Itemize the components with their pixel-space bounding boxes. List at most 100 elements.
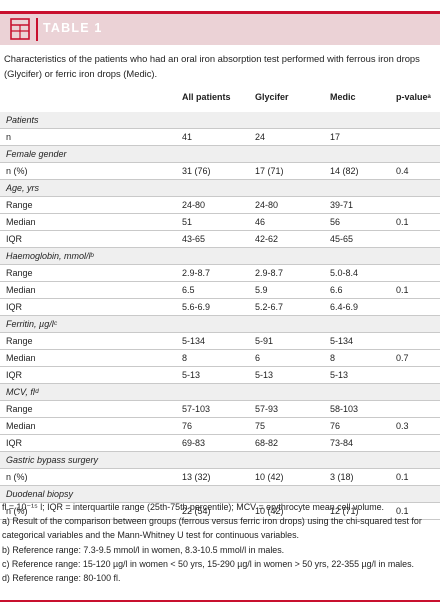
row-label: IQR (6, 234, 23, 244)
footnote-b: b) Reference range: 7.3-9.5 mmol/l in wo… (2, 544, 285, 555)
table-title: TABLE 1 (43, 21, 103, 35)
row-label: Median (6, 285, 36, 295)
row-label: Range (6, 200, 33, 210)
cell-p-value: 0.4 (396, 166, 409, 176)
cell-glycifer: 5.9 (255, 285, 268, 295)
cell-p-value: 0.1 (396, 506, 409, 516)
table-header-band: TABLE 1 (0, 14, 440, 45)
section-label: Ferritin, µg/lᶜ (6, 319, 57, 329)
column-header-all-patients: All patients (182, 92, 231, 102)
cell-all-patients: 57-103 (182, 404, 211, 414)
table-row: n (%) 31 (76) 17 (71) 14 (82) 0.4 (0, 163, 440, 180)
row-label: Range (6, 336, 33, 346)
section-label: Age, yrs (6, 183, 40, 193)
patient-characteristics-table: All patients Glycifer Medic p-valueᵃ Pat… (0, 89, 440, 520)
row-label: Median (6, 217, 36, 227)
cell-glycifer: 6 (255, 353, 261, 363)
cell-all-patients: 76 (182, 421, 193, 431)
cell-glycifer: 10 (42) (255, 506, 284, 516)
section-label: Haemoglobin, mmol/lᵇ (6, 251, 94, 261)
cell-medic: 56 (330, 217, 341, 227)
cell-medic: 6.6 (330, 285, 343, 295)
cell-all-patients: 6.5 (182, 285, 195, 295)
table-row: n (%) 22 (54) 10 (42) 12 (71) 0.1 (0, 503, 440, 520)
cell-all-patients: 8 (182, 353, 188, 363)
cell-medic: 76 (330, 421, 341, 431)
header-top-rule (0, 11, 440, 14)
row-label: n (6, 132, 12, 142)
cell-glycifer: 57-93 (255, 404, 279, 414)
row-label: n (%) (6, 506, 28, 516)
table-row: Median 76 75 76 0.3 (0, 418, 440, 435)
table-footnotes: fl = 10⁻¹⁵ l; IQR = interquartile range … (2, 500, 438, 585)
cell-all-patients: 41 (182, 132, 193, 142)
cell-all-patients: 43-65 (182, 234, 206, 244)
section-label: MCV, flᵈ (6, 387, 39, 397)
cell-p-value: 0.1 (396, 217, 409, 227)
table-section-row: Haemoglobin, mmol/lᵇ (0, 248, 440, 265)
table-row: Range 2.9-8.7 2.9-8.7 5.0-8.4 (0, 265, 440, 282)
cell-glycifer: 24-80 (255, 200, 279, 210)
cell-medic: 45-65 (330, 234, 354, 244)
cell-medic: 8 (330, 353, 336, 363)
cell-glycifer: 75 (255, 421, 266, 431)
table-row: n (%) 13 (32) 10 (42) 3 (18) 0.1 (0, 469, 440, 486)
row-label: IQR (6, 438, 23, 448)
cell-glycifer: 42-62 (255, 234, 279, 244)
column-header-row: All patients Glycifer Medic p-valueᵃ (0, 89, 440, 105)
table-row: Median 51 46 56 0.1 (0, 214, 440, 231)
cell-glycifer: 5-91 (255, 336, 274, 346)
header-divider (36, 18, 38, 41)
row-label: n (%) (6, 166, 28, 176)
table-section-row: Female gender (0, 146, 440, 163)
table-section-row: Patients (0, 112, 440, 129)
cell-medic: 14 (82) (330, 166, 359, 176)
cell-medic: 5-13 (330, 370, 349, 380)
row-label: Median (6, 353, 36, 363)
cell-glycifer: 2.9-8.7 (255, 268, 284, 278)
cell-glycifer: 5.2-6.7 (255, 302, 284, 312)
column-header-glycifer: Glycifer (255, 92, 289, 102)
cell-p-value: 0.1 (396, 472, 409, 482)
table-row: n 41 24 17 (0, 129, 440, 146)
table-section-row: Age, yrs (0, 180, 440, 197)
table-row: Range 5-134 5-91 5-134 (0, 333, 440, 350)
table-section-row: Gastric bypass surgery (0, 452, 440, 469)
table-row: Median 6.5 5.9 6.6 0.1 (0, 282, 440, 299)
header-spacer (0, 105, 440, 112)
cell-glycifer: 68-82 (255, 438, 279, 448)
cell-glycifer: 46 (255, 217, 266, 227)
cell-medic: 73-84 (330, 438, 354, 448)
cell-glycifer: 24 (255, 132, 266, 142)
footnote-a: a) Result of the comparison between grou… (2, 516, 422, 541)
column-header-medic: Medic (330, 92, 356, 102)
table-icon (10, 18, 30, 40)
cell-medic: 17 (330, 132, 341, 142)
row-label: Range (6, 268, 33, 278)
cell-all-patients: 51 (182, 217, 193, 227)
cell-all-patients: 5.6-6.9 (182, 302, 211, 312)
table-section-row: Duodenal biopsy (0, 486, 440, 503)
cell-medic: 12 (71) (330, 506, 359, 516)
footnote-d: d) Reference range: 80-100 fl. (2, 573, 121, 584)
cell-all-patients: 5-13 (182, 370, 201, 380)
cell-all-patients: 2.9-8.7 (182, 268, 211, 278)
cell-all-patients: 22 (54) (182, 506, 211, 516)
cell-glycifer: 17 (71) (255, 166, 284, 176)
table-section-row: Ferritin, µg/lᶜ (0, 316, 440, 333)
table-row: Range 57-103 57-93 58-103 (0, 401, 440, 418)
cell-all-patients: 31 (76) (182, 166, 211, 176)
row-label: IQR (6, 302, 23, 312)
table-caption: Characteristics of the patients who had … (4, 53, 420, 79)
cell-medic: 39-71 (330, 200, 354, 210)
table-row: Median 8 6 8 0.7 (0, 350, 440, 367)
row-label: Median (6, 421, 36, 431)
section-label: Female gender (6, 149, 67, 159)
footnote-c: c) Reference range: 15-120 µg/l in women… (2, 558, 414, 569)
cell-all-patients: 5-134 (182, 336, 206, 346)
cell-medic: 58-103 (330, 404, 359, 414)
row-label: IQR (6, 370, 23, 380)
cell-glycifer: 10 (42) (255, 472, 284, 482)
cell-all-patients: 24-80 (182, 200, 206, 210)
table-body: Patients n 41 24 17 Female gender n (%) 31 (76)… (0, 112, 440, 520)
